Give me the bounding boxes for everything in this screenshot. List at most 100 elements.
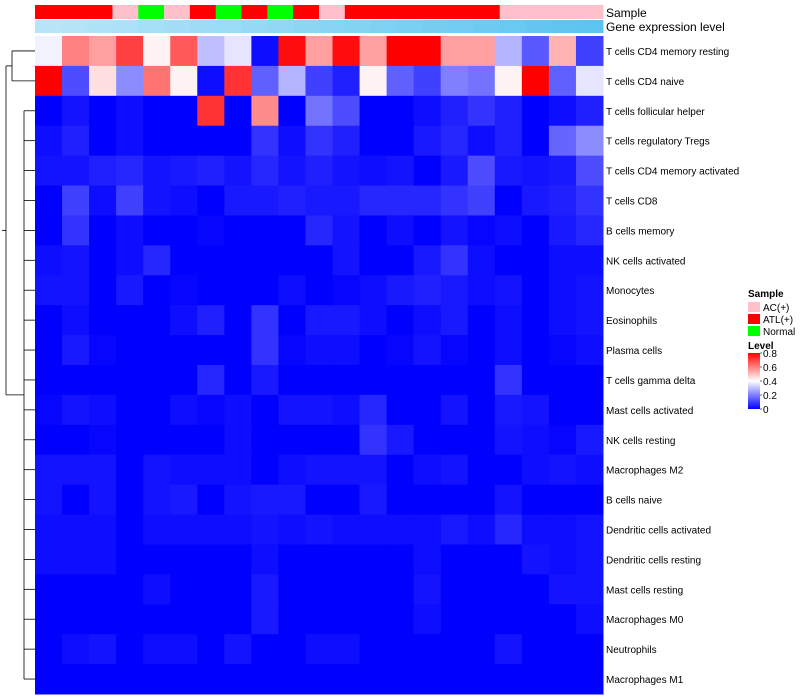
heatmap-cell (278, 335, 306, 366)
row-label: Monocytes (606, 286, 654, 297)
heatmap-cell (62, 65, 90, 97)
heatmap-cell (35, 125, 63, 157)
expression-annotation-cell (577, 20, 604, 33)
heatmap-cell (467, 245, 496, 276)
expression-annotation-cell (215, 20, 243, 33)
heatmap-cell (386, 365, 415, 396)
heatmap-cell (278, 125, 306, 157)
heatmap-cell (440, 634, 469, 665)
heatmap-cell (197, 454, 225, 486)
heatmap-cell (386, 514, 415, 545)
heatmap-cell (548, 394, 577, 426)
heatmap-cell (89, 335, 117, 366)
heatmap-cell (62, 544, 90, 575)
heatmap-cell (413, 65, 442, 97)
heatmap-cell (332, 95, 361, 127)
heatmap-cell (548, 36, 577, 67)
heatmap-cell (359, 275, 388, 306)
heatmap-cell (467, 65, 496, 97)
heatmap-cell (35, 664, 63, 695)
heatmap-cell (467, 424, 496, 456)
heatmap-cell (251, 95, 279, 127)
heatmap-cell (116, 125, 144, 157)
row-label: Dendritic cells activated (606, 526, 711, 537)
heatmap-cell (251, 604, 279, 635)
heatmap-cell (332, 215, 361, 246)
heatmap-cell (467, 514, 496, 545)
heatmap-cell (224, 305, 252, 336)
heatmap-cell (170, 125, 198, 157)
heatmap-cell (440, 36, 469, 67)
heatmap-cell (251, 305, 279, 336)
heatmap-cell (521, 215, 550, 246)
heatmap-cell (332, 574, 361, 605)
heatmap-cell (359, 95, 388, 127)
heatmap-cell (116, 514, 144, 545)
heatmap-cell (413, 664, 442, 695)
heatmap-cell (170, 634, 198, 665)
heatmap-cell (170, 454, 198, 486)
heatmap-cell (305, 574, 334, 605)
heatmap-cell (305, 65, 334, 97)
heatmap-cell (494, 335, 523, 366)
heatmap-cell (440, 185, 469, 216)
heatmap-cell (521, 335, 550, 366)
heatmap-cell (494, 36, 523, 67)
expression-annotation-cell (370, 20, 397, 33)
heatmap-cell (143, 664, 171, 695)
heatmap-cell (197, 604, 225, 635)
heatmap-cell (170, 514, 198, 545)
heatmap-cell (386, 275, 415, 306)
expression-annotation-cell (60, 20, 88, 33)
heatmap-cell (116, 95, 144, 127)
heatmap-cell (386, 634, 415, 665)
heatmap-cell (467, 634, 496, 665)
heatmap-cell (494, 185, 523, 216)
heatmap-cell (467, 95, 496, 127)
heatmap-cell (305, 335, 334, 366)
row-label: Macrophages M2 (606, 466, 684, 477)
heatmap-cell (413, 604, 442, 635)
heatmap-cell (548, 514, 577, 545)
heatmap-cell (170, 36, 198, 67)
level-tick-label: 0.6 (763, 363, 777, 374)
heatmap-cell (278, 574, 306, 605)
heatmap-cell (197, 394, 225, 426)
heatmap-cell (278, 245, 306, 276)
heatmap-cell (224, 514, 252, 545)
heatmap-cell (413, 95, 442, 127)
heatmap-cell (521, 454, 550, 486)
heatmap-cell (440, 604, 469, 635)
heatmap-cell (143, 574, 171, 605)
heatmap-cell (116, 245, 144, 276)
row-label: Mast cells resting (606, 585, 683, 596)
level-tick-label: 0.2 (763, 391, 777, 402)
heatmap-cell (143, 245, 171, 276)
heatmap-cell (251, 484, 279, 516)
heatmap-cell (440, 155, 469, 187)
heatmap-cell (548, 95, 577, 127)
heatmap-cell (548, 245, 577, 276)
heatmap-cell (89, 215, 117, 246)
row-label: T cells regulatory Tregs (606, 137, 710, 148)
heatmap-cell (89, 305, 117, 336)
heatmap-cell (143, 155, 171, 187)
heatmap-cell (332, 484, 361, 516)
heatmap-cell (62, 574, 90, 605)
heatmap-cell (278, 185, 306, 216)
heatmap-cell (386, 454, 415, 486)
heatmap-cell (170, 574, 198, 605)
heatmap-cell (278, 65, 306, 97)
heatmap-cell (170, 215, 198, 246)
heatmap-cell (386, 95, 415, 127)
heatmap-cell (35, 454, 63, 486)
heatmap-cell (224, 365, 252, 396)
heatmap-cell (386, 604, 415, 635)
heatmap-cell (494, 604, 523, 635)
heatmap-cell (386, 484, 415, 516)
heatmap-cell (224, 215, 252, 246)
heatmap-cell (359, 155, 388, 187)
heatmap-cell (170, 65, 198, 97)
row-label: Eosinophils (606, 316, 657, 327)
heatmap-cell (359, 394, 388, 426)
